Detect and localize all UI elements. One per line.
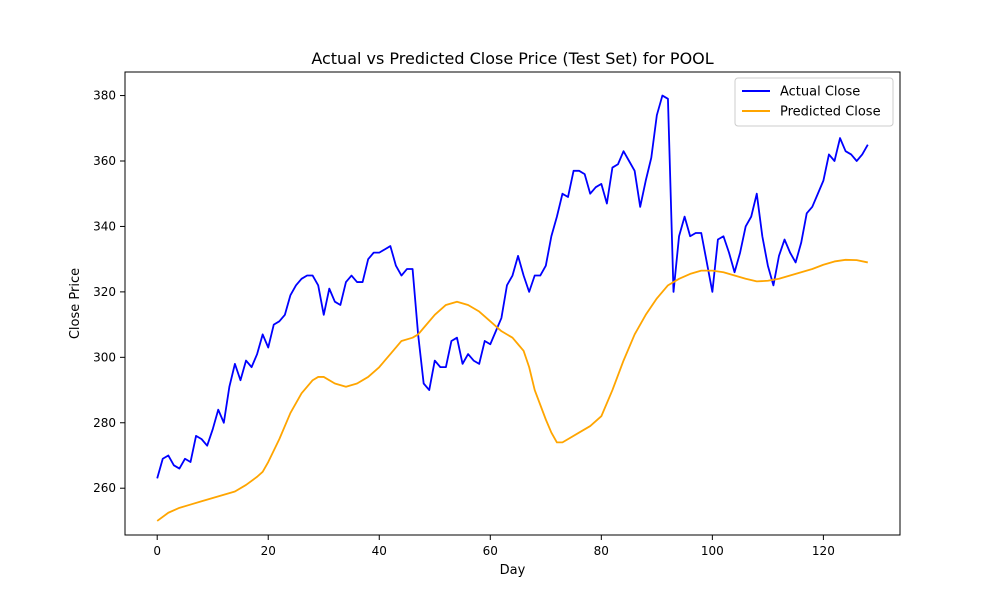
x-tick-label: 0	[153, 544, 161, 558]
x-axis-label: Day	[500, 563, 526, 578]
legend-label-predicted-close: Predicted Close	[780, 105, 881, 120]
y-tick-label: 320	[93, 285, 116, 299]
x-tick-label: 60	[483, 544, 498, 558]
y-tick-label: 340	[93, 219, 116, 233]
series-line-actual-close	[156, 94, 869, 479]
y-tick-label: 300	[93, 350, 116, 364]
series-line-predicted-close	[156, 258, 868, 522]
legend-label-actual-close: Actual Close	[780, 85, 860, 100]
y-axis-label: Close Price	[68, 268, 83, 339]
plot-frame	[124, 71, 901, 536]
x-tick-label: 40	[372, 544, 387, 558]
legend-box	[734, 77, 894, 127]
x-tick-label: 100	[701, 544, 724, 558]
x-tick-label: 80	[594, 544, 609, 558]
legend: Actual Close Predicted Close	[734, 77, 894, 127]
y-tick-label: 360	[93, 154, 116, 168]
series-layer	[156, 94, 869, 522]
y-axis-ticks: 260 280 300 320 340 360 380	[93, 89, 125, 495]
x-axis-ticks: 0 20 40 60 80 100 120	[153, 535, 835, 558]
x-tick-label: 20	[261, 544, 276, 558]
chart-title: Actual vs Predicted Close Price (Test Se…	[311, 49, 713, 68]
x-tick-label: 120	[812, 544, 835, 558]
y-tick-label: 380	[93, 89, 116, 103]
y-tick-label: 280	[93, 416, 116, 430]
y-tick-label: 260	[93, 481, 116, 495]
